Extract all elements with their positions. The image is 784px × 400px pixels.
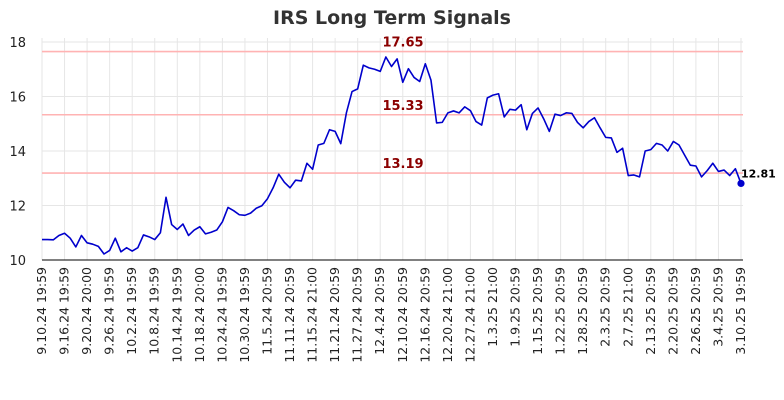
x-tick-label: 1.28.25 20:59 <box>575 267 590 355</box>
x-tick-label: 11.11.24 20:59 <box>282 267 297 363</box>
x-tick-label: 9.10.24 19:59 <box>34 267 49 355</box>
x-tick-label: 10.8.24 19:59 <box>147 267 162 355</box>
x-tick-label: 12.16.24 20:59 <box>417 267 432 363</box>
labels: 9.10.24 19:59 9.16.24 19:59 9.20.24 20:00 9… <box>9 36 775 363</box>
y-tick-label: 10 <box>9 254 26 269</box>
x-tick-label: 2.26.25 20:59 <box>688 267 703 355</box>
x-tick-label: 1.15.25 20:59 <box>530 267 545 355</box>
x-tick-label: 2.7.25 21:00 <box>620 267 635 347</box>
y-tick-label: 16 <box>9 91 26 106</box>
y-tick-label: 18 <box>9 36 26 51</box>
signal-levels <box>42 50 743 174</box>
x-tick-label: 2.20.25 20:59 <box>665 267 680 355</box>
y-tick-label: 12 <box>9 200 26 215</box>
x-tick-label: 2.3.25 20:59 <box>598 267 613 347</box>
x-tick-label: 1.22.25 20:59 <box>553 267 568 355</box>
series-line <box>42 56 742 255</box>
x-tick-label: 11.5.24 20:59 <box>259 267 274 355</box>
x-tick-label: 12.27.24 21:00 <box>462 267 477 363</box>
signal-level-label: 15.33 <box>382 99 423 114</box>
x-tick-label: 2.13.25 20:59 <box>643 267 658 355</box>
grid <box>41 38 743 261</box>
x-tick-label: 11.27.24 20:59 <box>350 267 365 363</box>
x-tick-label: 3.4.25 20:59 <box>710 267 725 347</box>
x-tick-label: 10.30.24 19:59 <box>237 267 252 363</box>
x-tick-label: 12.10.24 20:59 <box>395 267 410 363</box>
signal-level-label: 17.65 <box>382 36 423 51</box>
signal-level-label: 13.19 <box>382 157 423 172</box>
x-tick-label: 12.20.24 21:00 <box>440 267 455 363</box>
x-tick-label: 1.3.25 21:00 <box>485 267 500 347</box>
x-tick-label: 11.15.24 21:00 <box>305 267 320 363</box>
x-tick-label: 10.2.24 19:59 <box>124 267 139 355</box>
series-layer <box>42 56 745 255</box>
x-tick-label: 9.26.24 19:59 <box>102 267 117 355</box>
x-tick-label: 10.18.24 20:00 <box>192 267 207 363</box>
y-tick-label: 14 <box>9 145 26 160</box>
x-tick-label: 9.16.24 19:59 <box>57 267 72 355</box>
x-tick-label: 12.4.24 20:59 <box>372 267 387 355</box>
chart-title: IRS Long Term Signals <box>273 7 511 29</box>
x-tick-label: 11.21.24 20:59 <box>327 267 342 363</box>
x-tick-label: 3.10.25 19:59 <box>733 267 748 355</box>
x-tick-label: 10.14.24 19:59 <box>169 267 184 363</box>
x-tick-label: 1.9.25 20:59 <box>508 267 523 347</box>
last-point-marker <box>737 179 745 188</box>
x-tick-label: 9.20.24 20:00 <box>79 267 94 355</box>
x-tick-label: 10.24.24 19:59 <box>214 267 229 363</box>
last-point-label: 12.81 <box>741 167 776 180</box>
